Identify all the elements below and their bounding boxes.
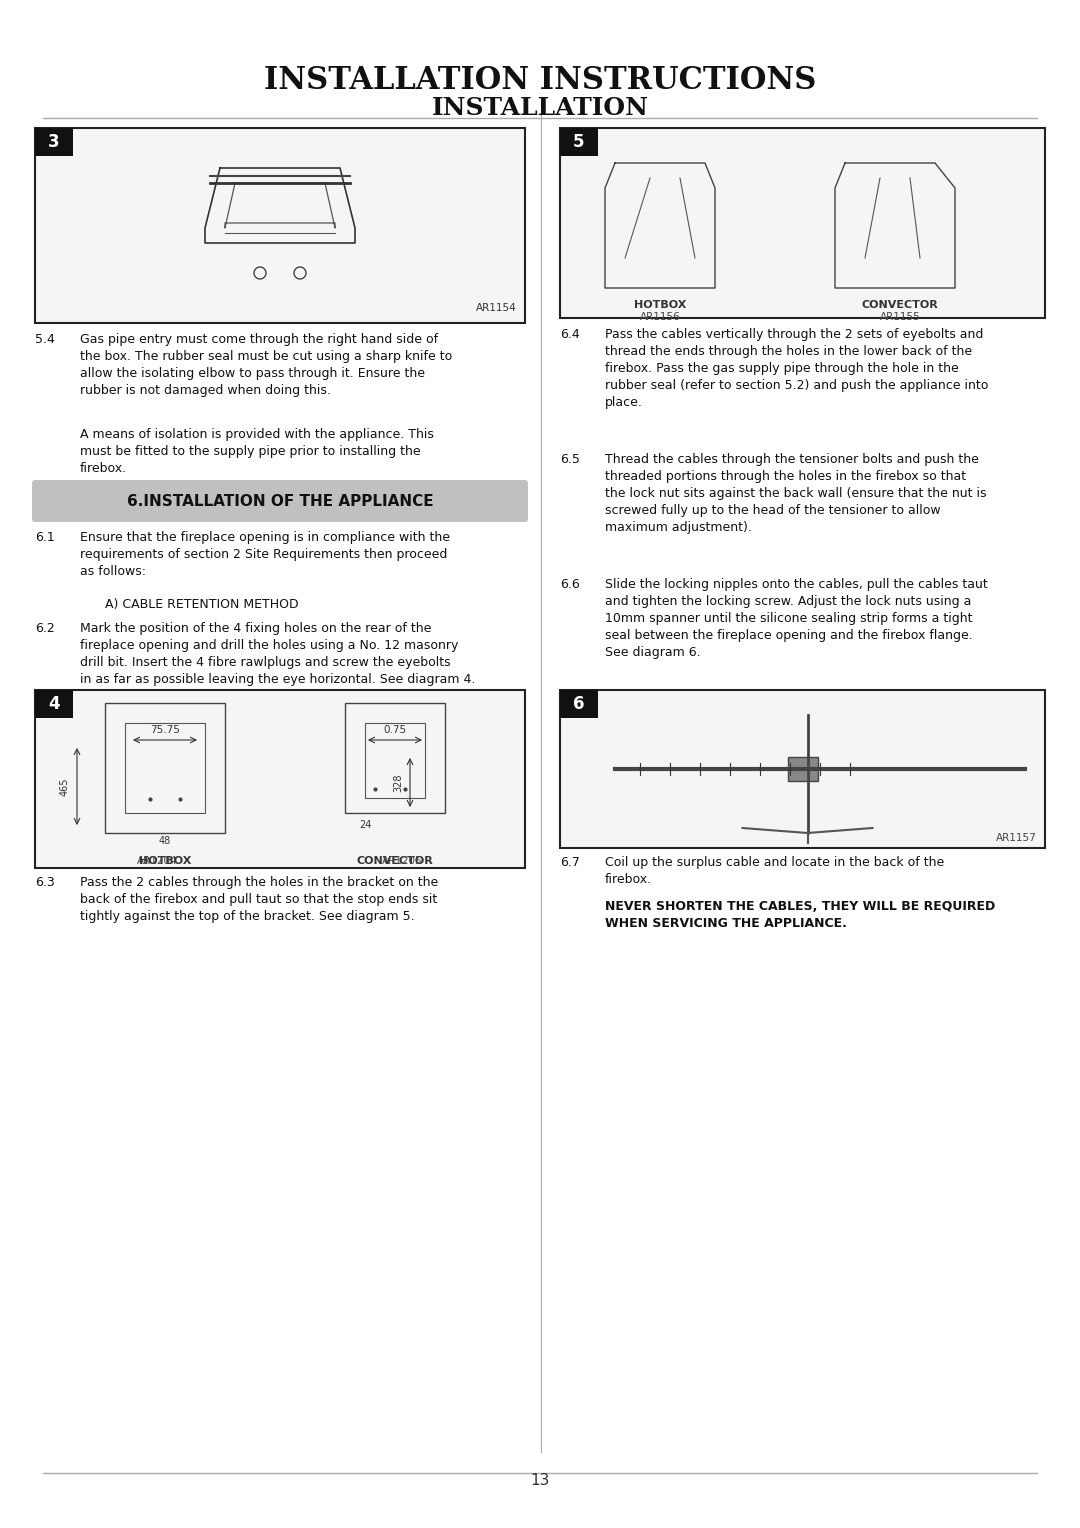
Text: 328: 328: [393, 773, 403, 792]
Text: HOTBOX: HOTBOX: [634, 299, 686, 310]
Bar: [105, 703, 225, 833]
Text: 5.4: 5.4: [35, 333, 55, 345]
Text: Thread the cables through the tensioner bolts and push the
threaded portions thr: Thread the cables through the tensioner …: [605, 452, 986, 533]
Text: AR1155: AR1155: [879, 312, 920, 322]
Text: 24: 24: [359, 821, 372, 830]
Bar: [35, 691, 73, 718]
Text: 6.6: 6.6: [561, 578, 580, 591]
Text: Pass the cables vertically through the 2 sets of eyebolts and
thread the ends th: Pass the cables vertically through the 2…: [605, 329, 988, 410]
Text: 6.7: 6.7: [561, 856, 580, 869]
Text: AR1205: AR1205: [382, 856, 422, 866]
Text: AR1204: AR1204: [137, 856, 178, 866]
Text: 6.3: 6.3: [35, 876, 55, 889]
Text: 465: 465: [60, 778, 70, 796]
Bar: [787, 756, 818, 781]
Bar: [365, 723, 426, 798]
Text: 5: 5: [573, 133, 584, 151]
Bar: [561, 128, 1045, 318]
Text: 6.2: 6.2: [35, 622, 55, 636]
Bar: [125, 723, 205, 813]
Text: 0.75: 0.75: [383, 724, 406, 735]
Text: 3: 3: [49, 133, 59, 151]
Bar: [345, 703, 445, 813]
Text: Ensure that the fireplace opening is in compliance with the
requirements of sect: Ensure that the fireplace opening is in …: [80, 532, 450, 578]
Text: CONVECTOR: CONVECTOR: [862, 299, 939, 310]
Text: Slide the locking nipples onto the cables, pull the cables taut
and tighten the : Slide the locking nipples onto the cable…: [605, 578, 988, 659]
Text: 6: 6: [573, 695, 584, 714]
Bar: [35, 128, 73, 156]
Text: 48: 48: [159, 836, 171, 847]
Text: Coil up the surplus cable and locate in the back of the
firebox.: Coil up the surplus cable and locate in …: [605, 856, 944, 886]
Text: A) CABLE RETENTION METHOD: A) CABLE RETENTION METHOD: [105, 597, 299, 611]
Text: Gas pipe entry must come through the right hand side of
the box. The rubber seal: Gas pipe entry must come through the rig…: [80, 333, 453, 397]
Text: AR1157: AR1157: [996, 833, 1037, 843]
Text: INSTALLATION INSTRUCTIONS: INSTALLATION INSTRUCTIONS: [264, 66, 816, 96]
Text: AR1154: AR1154: [476, 303, 517, 313]
Bar: [561, 128, 598, 156]
Bar: [35, 691, 525, 868]
Text: NEVER SHORTEN THE CABLES, THEY WILL BE REQUIRED
WHEN SERVICING THE APPLIANCE.: NEVER SHORTEN THE CABLES, THEY WILL BE R…: [605, 900, 996, 931]
Text: CONVECTOR: CONVECTOR: [356, 856, 433, 866]
Text: 13: 13: [530, 1473, 550, 1488]
Text: HOTBOX: HOTBOX: [139, 856, 191, 866]
Text: 6.5: 6.5: [561, 452, 580, 466]
Text: Mark the position of the 4 fixing holes on the rear of the
fireplace opening and: Mark the position of the 4 fixing holes …: [80, 622, 475, 686]
FancyBboxPatch shape: [32, 480, 528, 523]
Text: INSTALLATION: INSTALLATION: [432, 96, 648, 121]
Text: 6.INSTALLATION OF THE APPLIANCE: 6.INSTALLATION OF THE APPLIANCE: [126, 494, 433, 509]
Text: 6.4: 6.4: [561, 329, 580, 341]
Text: 75.75: 75.75: [150, 724, 180, 735]
Bar: [561, 691, 1045, 848]
Text: 4: 4: [49, 695, 59, 714]
Text: Pass the 2 cables through the holes in the bracket on the
back of the firebox an: Pass the 2 cables through the holes in t…: [80, 876, 438, 923]
Text: A means of isolation is provided with the appliance. This
must be fitted to the : A means of isolation is provided with th…: [80, 428, 434, 475]
Text: AR1156: AR1156: [639, 312, 680, 322]
Bar: [35, 128, 525, 322]
Text: 6.1: 6.1: [35, 532, 55, 544]
Bar: [561, 691, 598, 718]
